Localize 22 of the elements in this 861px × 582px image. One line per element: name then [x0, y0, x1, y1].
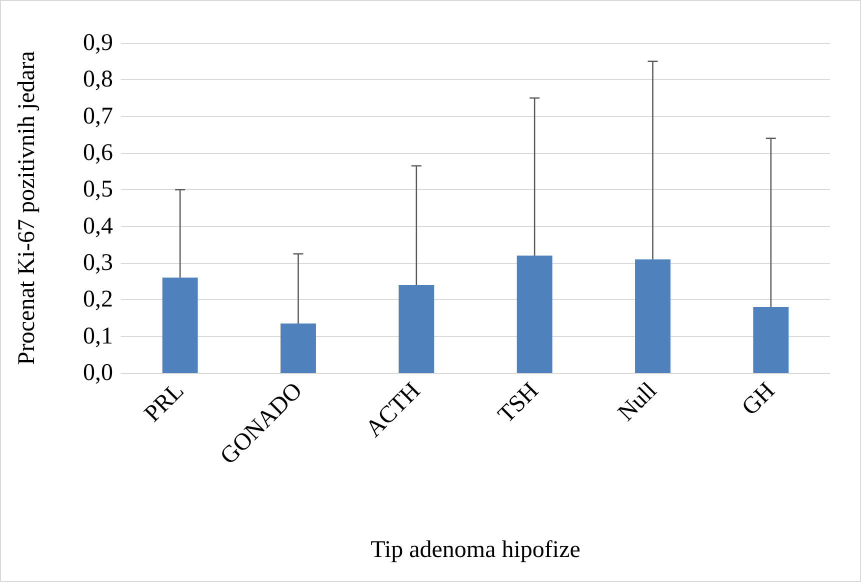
y-tick-label: 0,7 [83, 103, 113, 130]
x-tick-label: Null [613, 378, 662, 426]
y-tick-label: 0,5 [83, 176, 113, 203]
y-axis-title: Procenat Ki-67 pozitivnih jedara [14, 50, 40, 365]
bar [398, 285, 434, 373]
bar [635, 259, 670, 373]
y-tick-label: 0,3 [83, 250, 113, 276]
y-tick-label: 0,1 [83, 323, 113, 350]
y-tick-label: 0,9 [83, 30, 113, 56]
bar [162, 278, 198, 373]
x-tick-label: TSH [493, 378, 544, 428]
x-tick-label: PRL [140, 378, 190, 428]
y-tick-label: 0,0 [83, 360, 113, 386]
y-tick-label: 0,2 [83, 286, 113, 313]
bar [516, 256, 552, 373]
x-axis-title: Tip adenoma hipofize [370, 537, 580, 563]
bar [280, 324, 316, 373]
x-tick-label: GH [737, 378, 780, 421]
bar [753, 307, 789, 373]
y-tick-label: 0,4 [83, 213, 113, 240]
y-tick-label: 0,8 [83, 66, 113, 93]
y-tick-label: 0,6 [83, 140, 113, 166]
